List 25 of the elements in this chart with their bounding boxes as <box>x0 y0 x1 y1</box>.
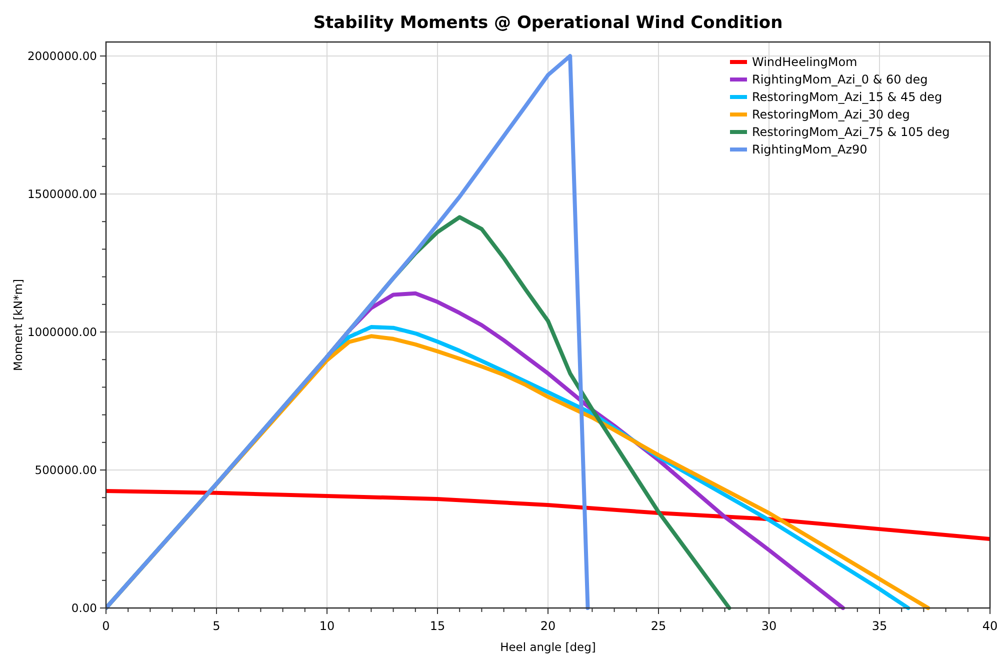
legend-label: WindHeelingMom <box>752 55 858 69</box>
x-tick-label: 5 <box>212 619 220 633</box>
x-axis-title: Heel angle [deg] <box>500 640 596 654</box>
line-series <box>106 54 590 610</box>
legend-label: RightingMom_Az90 <box>752 142 868 156</box>
legend-label: RightingMom_Azi_0 & 60 deg <box>752 72 928 86</box>
y-tick-label: 1000000.00 <box>27 325 97 339</box>
y-tick-label: 0.00 <box>71 601 97 615</box>
legend-label: RestoringMom_Azi_30 deg <box>752 108 910 122</box>
x-tick-label: 40 <box>982 619 997 633</box>
x-tick-label: 30 <box>761 619 777 633</box>
y-tick-label: 500000.00 <box>34 463 97 477</box>
x-tick-label: 0 <box>102 619 110 633</box>
legend-label: RestoringMom_Azi_75 & 105 deg <box>752 125 950 139</box>
x-tick-label: 20 <box>540 619 556 633</box>
y-axis-title: Moment [kN*m] <box>11 279 25 371</box>
x-tick-label: 25 <box>650 619 666 633</box>
legend-label: RestoringMom_Azi_15 & 45 deg <box>752 90 942 104</box>
y-tick-label: 2000000.00 <box>27 49 97 63</box>
y-tick-label: 1500000.00 <box>27 187 97 201</box>
x-tick-label: 15 <box>430 619 446 633</box>
x-tick-label: 10 <box>319 619 335 633</box>
chart-title: Stability Moments @ Operational Wind Condition <box>313 13 783 33</box>
x-tick-label: 35 <box>872 619 888 633</box>
line-series <box>106 488 990 541</box>
